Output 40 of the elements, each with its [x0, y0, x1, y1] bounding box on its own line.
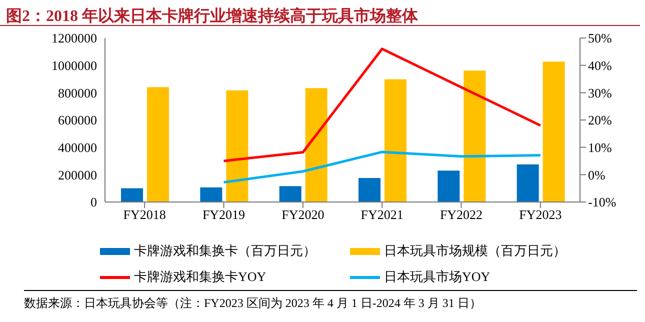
y2-tick-label: 0% — [588, 167, 606, 182]
y2-tick-label: 10% — [588, 140, 612, 155]
x-tick-label: FY2019 — [202, 207, 246, 222]
x-tick-label: FY2021 — [360, 207, 404, 222]
x-tick-label: FY2022 — [440, 207, 483, 222]
y2-tick-label: 30% — [588, 85, 612, 100]
y2-tick-label: 40% — [588, 58, 612, 73]
y2-tick-label: 50% — [588, 30, 612, 46]
x-tick-label: FY2018 — [123, 207, 166, 222]
legend-label: 卡牌游戏和集换卡YOY — [134, 268, 266, 286]
y2-tick-label: 20% — [588, 112, 612, 128]
y-tick-label: 1200000 — [52, 30, 97, 46]
legend-label: 卡牌游戏和集换卡（百万日元） — [134, 242, 316, 260]
line-series — [222, 150, 542, 184]
bar — [121, 188, 143, 202]
y-tick-label: 400000 — [58, 140, 97, 155]
bar — [358, 178, 380, 202]
bar — [279, 186, 302, 202]
y-tick-label: 600000 — [58, 112, 97, 128]
y-tick-label: 0 — [90, 194, 97, 210]
y-tick-label: 800000 — [58, 85, 97, 100]
bar — [542, 62, 565, 202]
line-series — [222, 48, 542, 162]
bar — [438, 170, 460, 202]
y2-tick-label: -10% — [588, 194, 616, 210]
bar — [305, 88, 328, 202]
bar — [200, 187, 222, 202]
source-note: 数据来源：日本玩具协会等（注：FY2023 区间为 2023 年 4 月 1 日-2024 年 3 月 31 日） — [24, 290, 637, 312]
bar — [384, 79, 406, 202]
bar — [464, 70, 486, 202]
legend-label: 日本玩具市场规模（百万日元） — [384, 242, 566, 260]
y-tick-label: 200000 — [58, 167, 97, 182]
bar — [147, 87, 169, 202]
x-tick-label: FY2020 — [282, 207, 324, 222]
y-tick-label: 1000000 — [52, 58, 97, 73]
legend-label: 日本玩具市场YOY — [384, 268, 490, 286]
bar — [226, 90, 248, 202]
x-tick-label: FY2023 — [519, 207, 562, 222]
chart-title: 图2：2018 年以来日本卡牌行业增速持续高于玩具市场整体 — [0, 0, 640, 26]
bar — [516, 164, 539, 202]
